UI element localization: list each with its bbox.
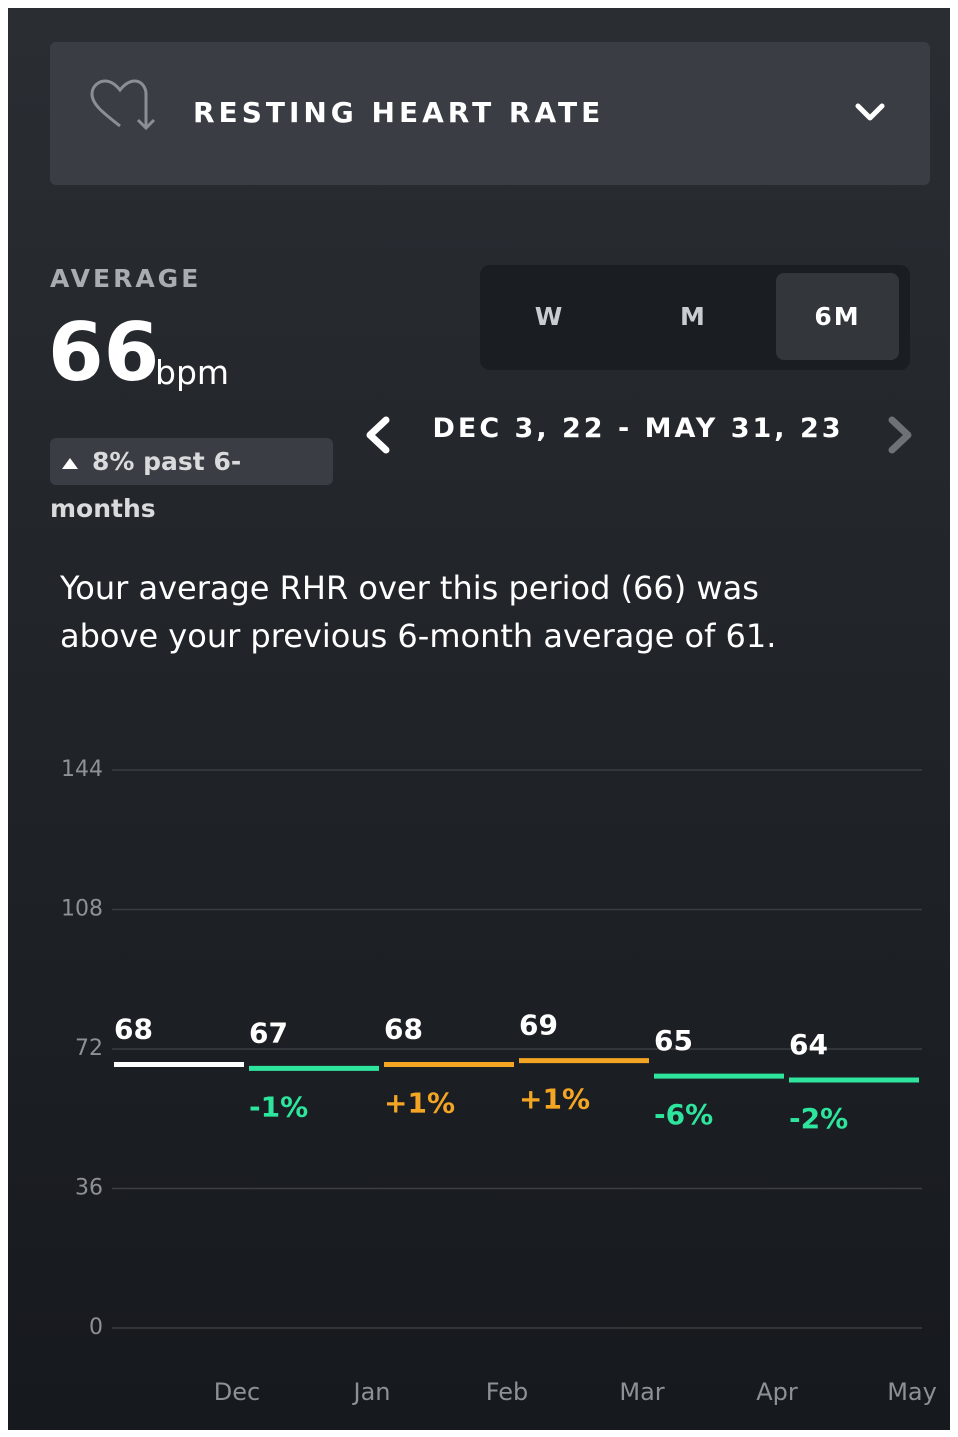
y-tick-label: 144 (61, 757, 103, 782)
value-label: 68 (384, 1013, 423, 1046)
period-tab[interactable]: M (680, 302, 707, 331)
description: Your average RHR over this period (66) w… (60, 569, 777, 655)
prev-button[interactable] (366, 416, 390, 454)
value-label: 64 (789, 1028, 828, 1061)
next-button[interactable] (888, 416, 912, 454)
down-arrow-icon (136, 94, 156, 131)
heart-icon (90, 79, 148, 128)
change-label: +1% (519, 1083, 590, 1116)
y-tick-label: 108 (61, 897, 103, 922)
date-range: DEC 3, 22 - MAY 31, 23 (432, 413, 844, 444)
change-label: -2% (789, 1102, 848, 1135)
x-tick-label: May (887, 1378, 937, 1406)
x-tick-label: Feb (486, 1378, 529, 1406)
change-text: 8% past 6-months (50, 447, 242, 523)
triangle (62, 458, 78, 469)
value-label: 69 (519, 1009, 558, 1042)
change-label: -6% (654, 1098, 713, 1131)
y-tick-label: 36 (75, 1176, 103, 1201)
up-triangle (62, 458, 78, 469)
metric-selector[interactable]: RESTING HEART RATE (50, 42, 930, 185)
x-tick-label: Mar (619, 1378, 664, 1406)
value-label: 67 (249, 1016, 288, 1049)
y-tick-label: 0 (89, 1315, 103, 1340)
value-label: 68 (114, 1013, 153, 1046)
header-title: RESTING HEART RATE (193, 96, 605, 129)
period-tab[interactable]: 6M (776, 273, 899, 360)
screen: RESTING HEART RATE AVERAGE 66 bpm 8% pas… (8, 8, 950, 1430)
average-unit: bpm (155, 353, 230, 392)
change-label: -1% (249, 1090, 308, 1123)
change-label: +1% (384, 1087, 455, 1120)
chevron-down[interactable] (855, 103, 885, 121)
change-badge: 8% past 6-months (50, 438, 333, 523)
period-tab[interactable]: W (534, 302, 565, 331)
date-nav (366, 416, 912, 454)
average-value: 66 (48, 306, 160, 399)
x-tick-label: Dec (214, 1378, 260, 1406)
header-icons (90, 79, 885, 131)
chart: 0 36 72 108 144 Dec 68 Jan 67 -1% Feb 68 +1% Mar 69 +1%… (61, 757, 937, 1406)
value-label: 65 (654, 1024, 693, 1057)
x-tick-label: Apr (756, 1378, 798, 1406)
average-label: AVERAGE (50, 264, 202, 293)
y-tick-label: 72 (75, 1036, 103, 1061)
period-tabs: W M 6M (480, 265, 910, 370)
x-tick-label: Jan (352, 1378, 391, 1406)
